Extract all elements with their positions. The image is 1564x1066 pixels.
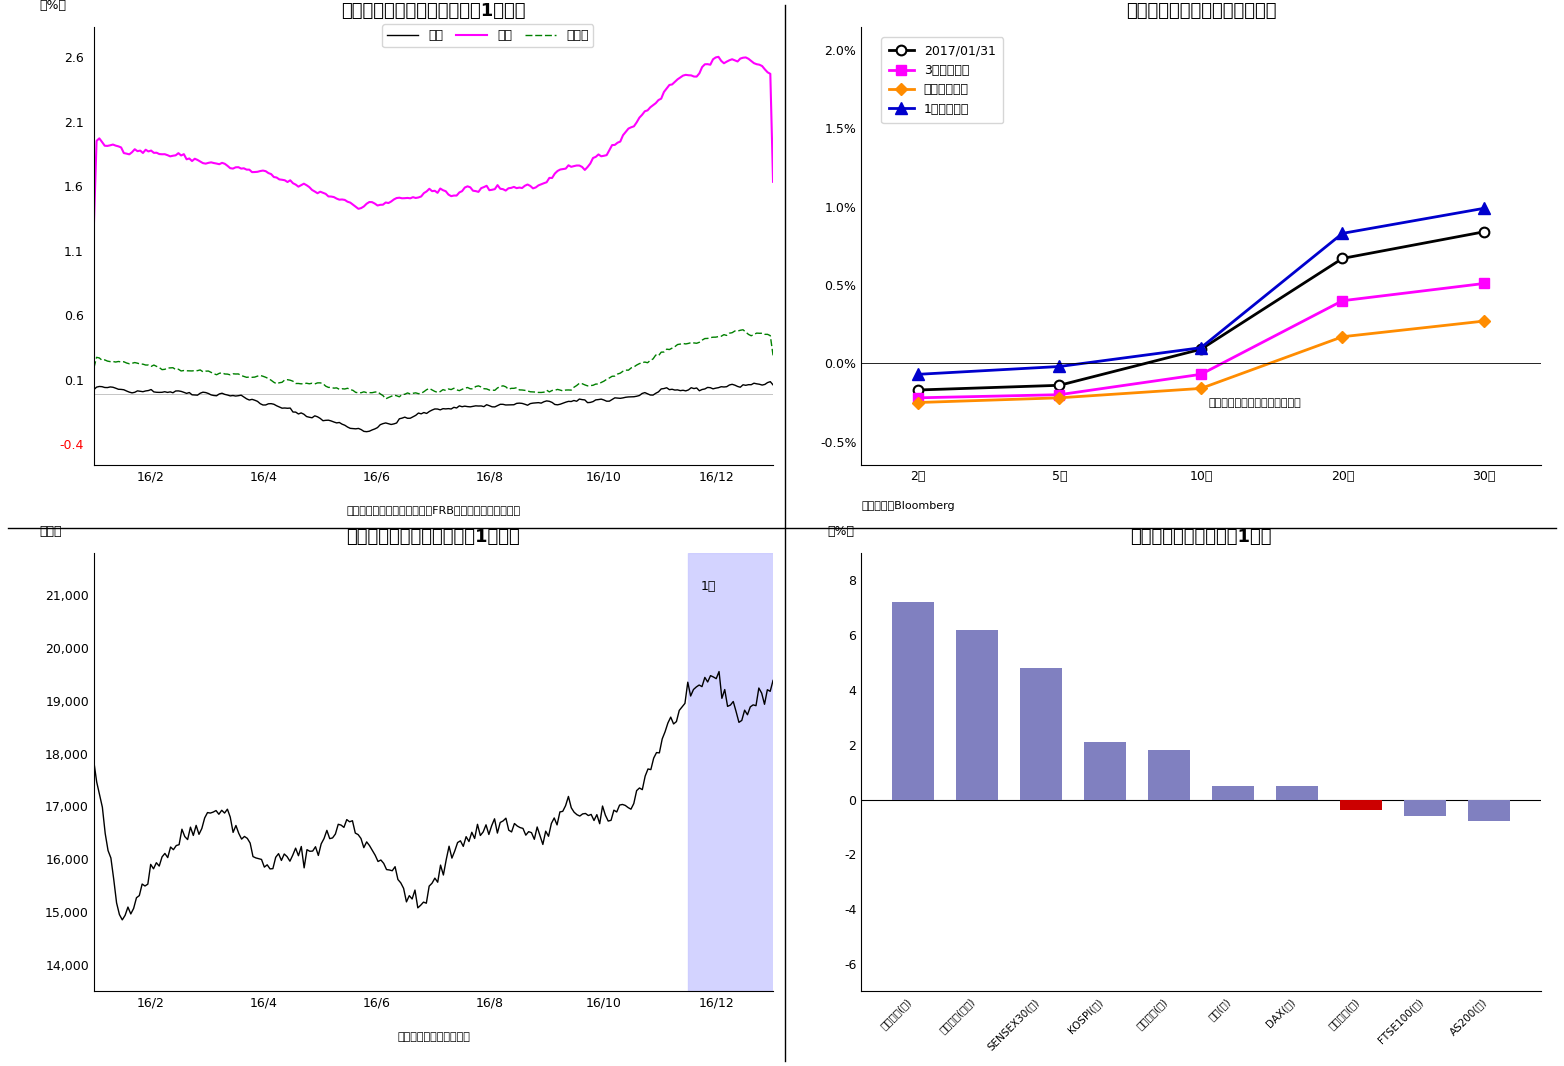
米国 (763, 176, 782, 189)
Line: 半年前　　〃: 半年前 〃 (913, 317, 1487, 407)
ドイツ (480, 384, 499, 397)
日本 (197, 386, 216, 399)
Line: 3ヶ月前　〃: 3ヶ月前 〃 (913, 278, 1489, 403)
Text: （%）: （%） (39, 0, 67, 12)
Text: 〔データ〕日本証券業協会、FRB、ドイツ連邦準備銀行: 〔データ〕日本証券業協会、FRB、ドイツ連邦準備銀行 (346, 505, 521, 515)
日本 (557, 395, 576, 408)
日本 (357, 425, 375, 438)
Bar (1148, 750, 1190, 800)
日本 (762, 375, 780, 388)
Bar (1276, 786, 1318, 800)
Text: 1月: 1月 (701, 580, 716, 593)
Text: （%）: （%） (827, 526, 854, 538)
2017/01/31 (909, 384, 927, 397)
Bar (1212, 786, 1254, 800)
ドイツ (741, 329, 760, 342)
2017/01/31 (1049, 378, 1068, 391)
日本 (763, 378, 782, 391)
ドイツ (377, 392, 396, 405)
Bar (1020, 668, 1062, 800)
ドイツ (734, 323, 752, 336)
半年前　　〃 (1049, 391, 1068, 404)
Text: 1.1: 1.1 (64, 246, 83, 259)
Text: 0.6: 0.6 (64, 310, 83, 323)
3ヶ月前　〃 (1049, 388, 1068, 401)
日本 (360, 425, 378, 438)
2017/01/31 (1475, 225, 1494, 238)
1年前　　〃 (1475, 201, 1494, 214)
Bar (688, 553, 776, 991)
日本 (740, 378, 759, 391)
Text: 2.1: 2.1 (64, 117, 83, 130)
日本 (480, 400, 499, 413)
3ヶ月前　〃 (1475, 277, 1494, 290)
Text: 〔データ〕Bloomberg: 〔データ〕Bloomberg (862, 501, 956, 511)
2017/01/31 (1192, 343, 1211, 356)
ドイツ (197, 365, 216, 377)
ドイツ (763, 349, 782, 361)
3ヶ月前　〃 (1192, 368, 1211, 381)
Title: 日本国債イールドカーブの変化: 日本国債イールドカーブの変化 (1126, 1, 1276, 19)
Text: 〔データ〕日本経済新聞: 〔データ〕日本経済新聞 (397, 1032, 469, 1041)
日本 (84, 384, 103, 397)
Text: 過去の形状はいずれも月末時点: 過去の形状はいずれも月末時点 (1207, 398, 1301, 407)
Line: 1年前　　〃: 1年前 〃 (912, 203, 1489, 379)
1年前　　〃 (1333, 227, 1351, 240)
Bar (1340, 800, 1381, 810)
ドイツ (557, 384, 576, 397)
Text: 0.1: 0.1 (64, 375, 83, 388)
Text: 1.6: 1.6 (64, 181, 83, 194)
半年前　　〃 (1192, 382, 1211, 394)
Title: 主要国株価の騰落率（1月）: 主要国株価の騰落率（1月） (1131, 528, 1272, 546)
米国 (740, 52, 759, 65)
Bar (956, 630, 998, 800)
Title: 日米独長期金利の推移（直近1年間）: 日米独長期金利の推移（直近1年間） (341, 1, 526, 19)
1年前　　〃 (1049, 360, 1068, 373)
1年前　　〃 (1192, 341, 1211, 354)
1年前　　〃 (909, 368, 927, 381)
Line: 米国: 米国 (94, 56, 773, 227)
ドイツ (366, 386, 385, 399)
米国 (357, 197, 375, 210)
Bar (1084, 742, 1126, 800)
Bar (891, 602, 934, 800)
半年前　　〃 (1475, 314, 1494, 327)
Bar (1404, 800, 1445, 815)
Text: 2.6: 2.6 (64, 52, 83, 65)
Bar (1469, 800, 1509, 822)
2017/01/31 (1333, 252, 1351, 264)
Legend: 日本, 米国, ドイツ: 日本, 米国, ドイツ (382, 25, 593, 47)
米国 (477, 179, 496, 192)
日本 (368, 421, 386, 434)
3ヶ月前　〃 (909, 391, 927, 404)
Legend: 2017/01/31, 3ヶ月前　〃, 半年前　　〃, 1年前　　〃: 2017/01/31, 3ヶ月前 〃, 半年前 〃, 1年前 〃 (881, 37, 1003, 123)
Line: ドイツ: ドイツ (94, 329, 773, 399)
米国 (554, 163, 572, 176)
米国 (197, 158, 216, 171)
米国 (708, 50, 727, 63)
Line: 2017/01/31: 2017/01/31 (913, 227, 1489, 394)
ドイツ (357, 386, 375, 399)
ドイツ (84, 361, 103, 374)
Line: 日本: 日本 (94, 382, 773, 432)
Title: 日経平均株価の推移（直近1年間）: 日経平均株価の推移（直近1年間） (347, 528, 521, 546)
3ヶ月前　〃 (1333, 294, 1351, 307)
米国 (84, 221, 103, 233)
半年前　　〃 (1333, 330, 1351, 343)
Text: -0.4: -0.4 (59, 439, 83, 452)
半年前　　〃 (909, 397, 927, 409)
米国 (366, 197, 385, 210)
Text: （円）: （円） (39, 526, 63, 538)
